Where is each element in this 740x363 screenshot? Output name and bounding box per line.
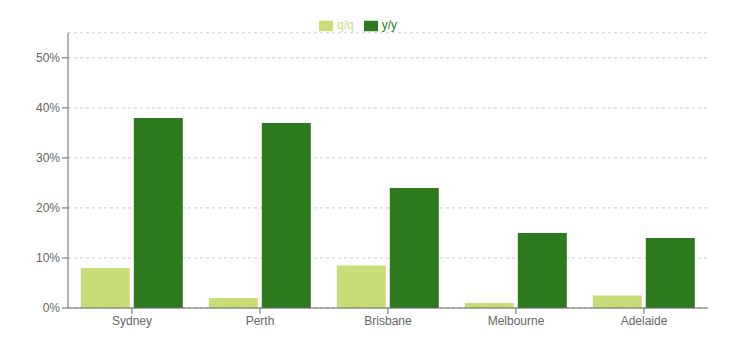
svg-text:20%: 20% xyxy=(36,201,60,215)
svg-text:Perth: Perth xyxy=(246,314,275,328)
svg-text:Brisbane: Brisbane xyxy=(364,314,412,328)
svg-text:10%: 10% xyxy=(36,251,60,265)
html-text:q/q: q/q xyxy=(337,18,354,32)
svg-text:Adelaide: Adelaide xyxy=(621,314,668,328)
svg-text:50%: 50% xyxy=(36,51,60,65)
html-text:y/y: y/y xyxy=(381,18,397,32)
svg-text:0%: 0% xyxy=(43,301,61,315)
svg-text:Melbourne: Melbourne xyxy=(488,314,545,328)
svg-text:30%: 30% xyxy=(36,151,60,165)
svg-text:Sydney: Sydney xyxy=(112,314,152,328)
svg-text:40%: 40% xyxy=(36,101,60,115)
